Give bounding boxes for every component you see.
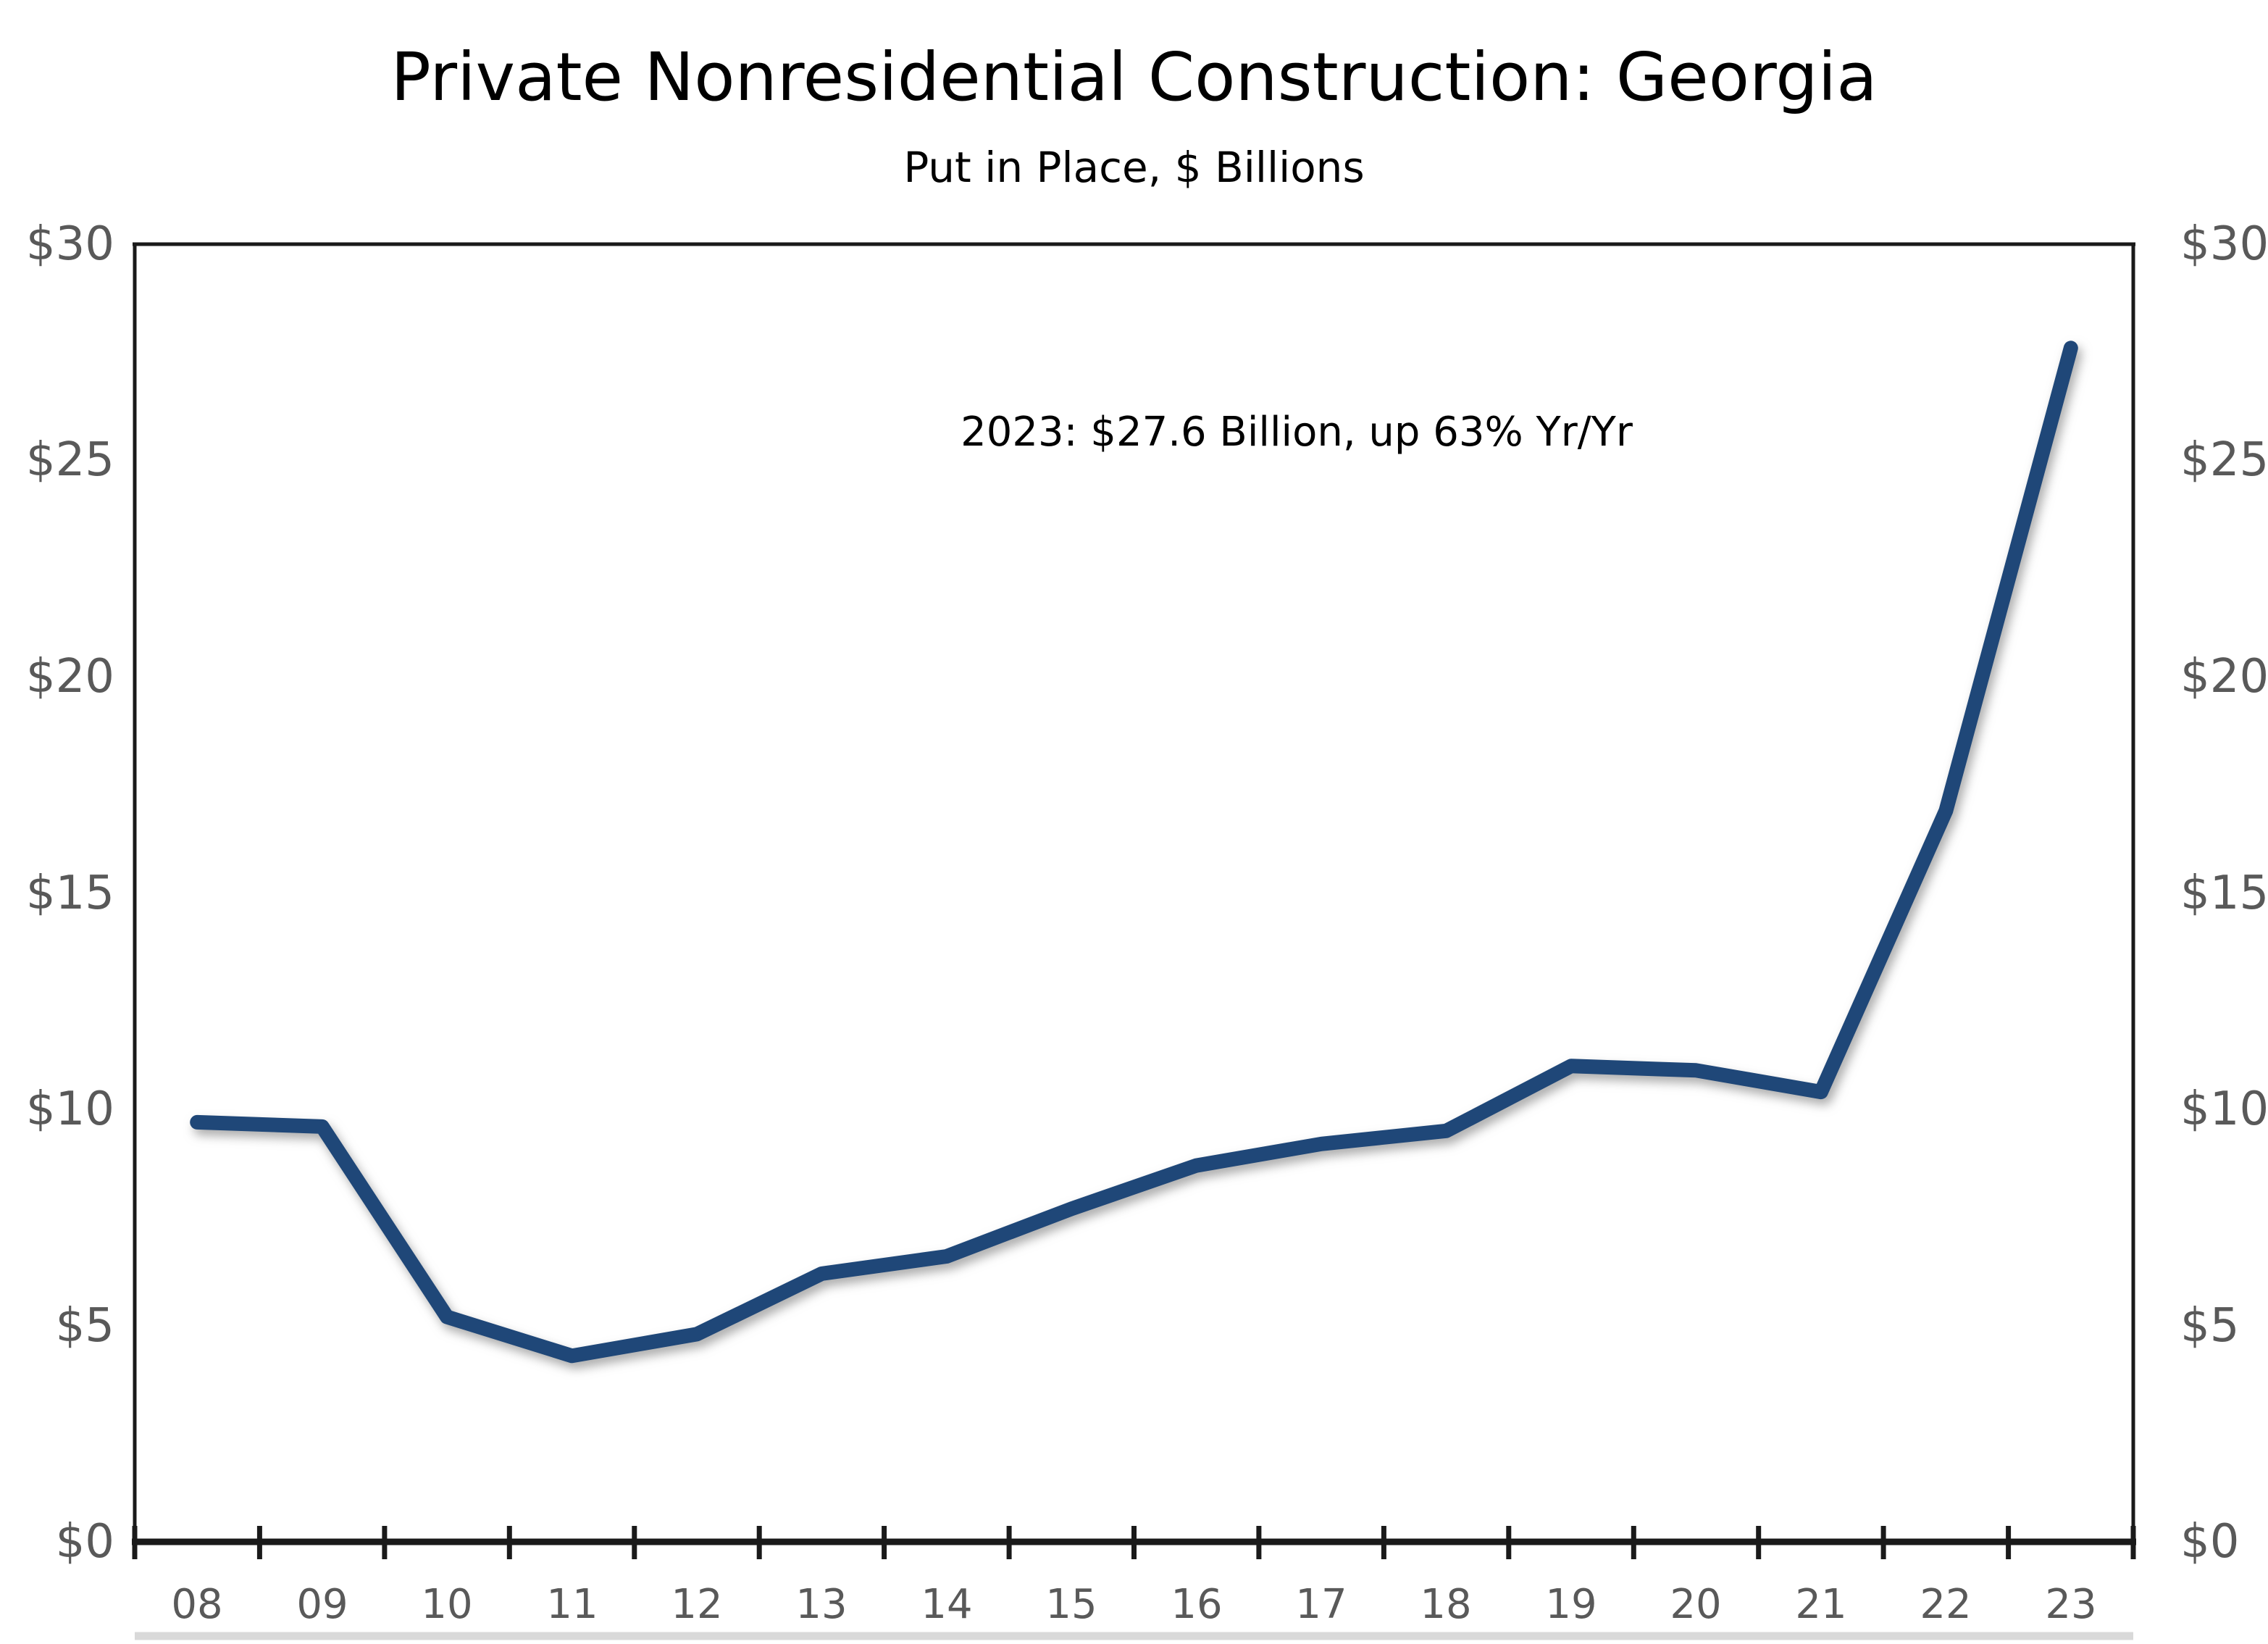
chart-title: Private Nonresidential Construction: Geo… (390, 38, 1878, 116)
y-axis-left-label-20: $20 (25, 650, 114, 704)
x-axis-label-23: 23 (2045, 1581, 2097, 1628)
x-axis-label-12: 12 (671, 1581, 723, 1628)
annotation-label: 2023: $27.6 Billion, up 63% Yr/Yr (961, 409, 1633, 456)
x-axis-label-17: 17 (1295, 1581, 1347, 1628)
x-axis-ticks (132, 1526, 2136, 1559)
x-axis-label-21: 21 (1795, 1581, 1847, 1628)
y-axis-left-label-30: $30 (25, 217, 114, 271)
x-axis-label-08: 08 (171, 1581, 223, 1628)
x-axis-label-13: 13 (795, 1581, 848, 1628)
x-axis-label-18: 18 (1420, 1581, 1472, 1628)
y-axis-left-label-0: $0 (55, 1515, 114, 1569)
y-axis-right-label-15: $15 (2180, 867, 2268, 920)
y-axis-right-label-20: $20 (2180, 650, 2268, 704)
y-axis-left-label-5: $5 (55, 1299, 114, 1353)
x-axis-label-20: 20 (1670, 1581, 1722, 1628)
x-axis-label-19: 19 (1545, 1581, 1597, 1628)
y-axis-right-label-0: $0 (2180, 1515, 2240, 1569)
y-axis-right-label-25: $25 (2180, 433, 2268, 487)
y-axis-left-label-25: $25 (25, 433, 114, 487)
x-axis-label-15: 15 (1045, 1581, 1097, 1628)
y-axis-right-label-10: $10 (2180, 1082, 2268, 1136)
x-axis-label-09: 09 (296, 1581, 348, 1628)
y-axis-right-label-30: $30 (2180, 217, 2268, 271)
x-axis-label-22: 22 (1920, 1581, 1972, 1628)
y-axis-right-label-5: $5 (2180, 1299, 2240, 1353)
x-axis-label-10: 10 (421, 1581, 473, 1628)
y-axis-left-label-15: $15 (25, 867, 114, 920)
y-axis-left-label-10: $10 (25, 1082, 114, 1136)
x-axis-label-11: 11 (546, 1581, 598, 1628)
chart-subtitle: Put in Place, $ Billions (903, 143, 1365, 192)
x-axis-label-14: 14 (921, 1581, 973, 1628)
x-axis-label-16: 16 (1171, 1581, 1223, 1628)
data-line-series (190, 341, 2078, 1364)
